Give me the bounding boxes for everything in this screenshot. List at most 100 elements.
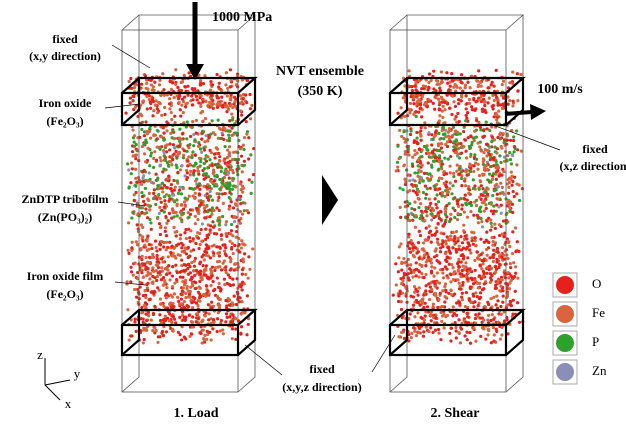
atom: [449, 181, 452, 184]
atom: [228, 283, 231, 286]
atom: [180, 270, 183, 273]
atom: [466, 277, 469, 280]
atom: [485, 207, 488, 210]
atom: [181, 98, 184, 101]
atom: [416, 142, 419, 145]
atom: [396, 161, 399, 164]
atom: [427, 282, 430, 285]
atom: [192, 248, 195, 251]
atom: [407, 153, 410, 156]
atom: [203, 258, 206, 261]
atom: [441, 151, 444, 154]
atom: [487, 241, 490, 244]
atom: [435, 247, 438, 250]
atom: [210, 301, 213, 304]
atom: [226, 148, 229, 151]
atom: [417, 164, 420, 167]
atom: [130, 87, 133, 90]
atom: [198, 331, 201, 334]
atom: [146, 130, 149, 133]
atom: [438, 154, 441, 157]
atom: [132, 95, 135, 98]
atom: [182, 318, 185, 321]
atom: [517, 250, 520, 253]
atom: [441, 271, 444, 274]
atom: [161, 72, 164, 75]
atom: [409, 133, 412, 136]
atom: [132, 274, 135, 277]
atom: [430, 175, 433, 178]
atom: [212, 254, 215, 257]
atom: [513, 195, 516, 198]
atom: [131, 211, 134, 214]
atom: [459, 235, 462, 238]
atom: [483, 104, 486, 107]
atom: [207, 277, 210, 280]
atom: [230, 127, 233, 130]
atom: [507, 240, 510, 243]
atom: [209, 284, 212, 287]
atom: [489, 158, 492, 161]
atom: [496, 247, 499, 250]
atom: [483, 100, 486, 103]
atom: [243, 209, 246, 212]
atom: [510, 184, 513, 187]
atom: [509, 274, 512, 277]
atom: [171, 81, 174, 84]
legend-swatch: [556, 334, 574, 352]
atom: [209, 228, 212, 231]
atom: [472, 231, 475, 234]
atom: [168, 278, 171, 281]
atom: [412, 271, 415, 274]
atom: [478, 274, 481, 277]
atom: [495, 113, 498, 116]
atom: [490, 225, 493, 228]
atom: [461, 253, 464, 256]
atom: [472, 327, 475, 330]
atom: [236, 132, 239, 135]
atom: [411, 246, 414, 249]
atom: [429, 230, 432, 233]
atom: [491, 194, 494, 197]
atom: [442, 326, 445, 329]
atom: [464, 150, 467, 153]
atom: [430, 218, 433, 221]
atom: [474, 236, 477, 239]
atom: [205, 172, 208, 175]
atom: [511, 252, 514, 255]
atom: [237, 158, 240, 161]
atom: [434, 203, 437, 206]
atom: [466, 81, 469, 84]
atom: [506, 257, 509, 260]
atom: [195, 95, 198, 98]
atom: [458, 120, 461, 123]
atom: [218, 187, 221, 190]
atom: [144, 141, 147, 144]
atom: [455, 230, 458, 233]
atom: [171, 285, 174, 288]
atom: [495, 69, 498, 72]
atom: [457, 266, 460, 269]
atom: [452, 175, 455, 178]
atom: [202, 253, 205, 256]
atom: [410, 95, 413, 98]
atom: [230, 112, 233, 115]
atom: [145, 95, 148, 98]
atom: [485, 248, 488, 251]
atom: [209, 80, 212, 83]
atom: [466, 246, 469, 249]
atom: [460, 73, 463, 76]
atom: [220, 233, 223, 236]
atom: [237, 319, 240, 322]
atom: [230, 103, 233, 106]
atom: [412, 304, 415, 307]
atom: [430, 143, 433, 146]
atom: [219, 298, 222, 301]
atom: [422, 306, 425, 309]
atom: [516, 99, 519, 102]
atom: [477, 304, 480, 307]
atom: [430, 212, 433, 215]
atom: [158, 270, 161, 273]
atom: [490, 236, 493, 239]
atom: [153, 81, 156, 84]
